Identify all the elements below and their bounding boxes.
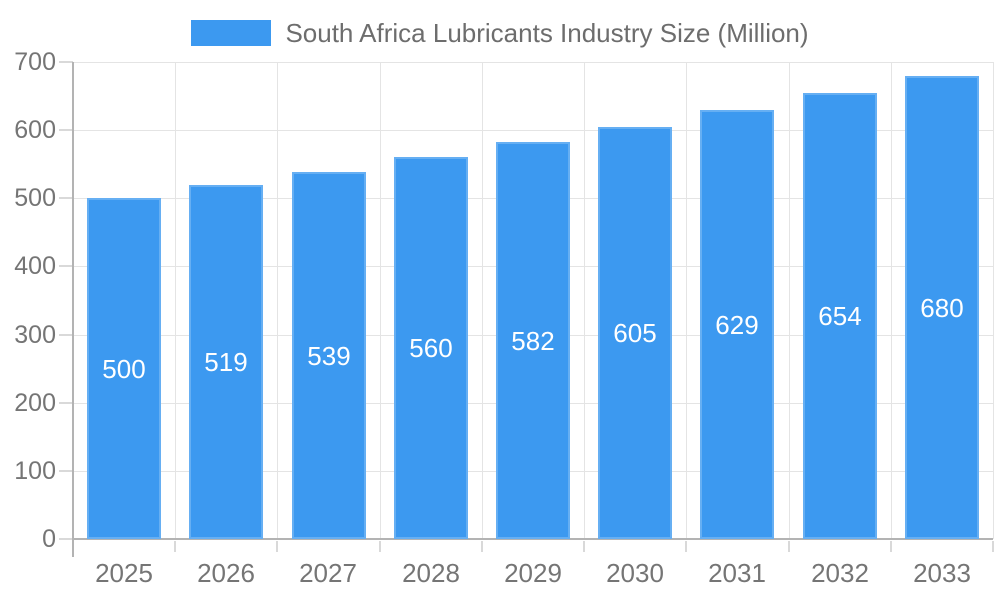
x-axis-tick [583, 541, 585, 552]
x-axis-label: 2027 [299, 558, 357, 588]
x-axis-tick [276, 541, 278, 552]
bar-2028[interactable] [394, 157, 468, 539]
x-axis-label: 2032 [811, 558, 869, 588]
bar-value-label: 519 [204, 347, 248, 377]
x-axis-line [72, 538, 993, 540]
y-axis-label: 200 [14, 389, 56, 417]
x-axis-tick [890, 541, 892, 552]
bar-2025[interactable] [87, 198, 161, 539]
legend-label: South Africa Lubricants Industry Size (M… [285, 17, 809, 48]
gridline-vertical [584, 62, 585, 539]
x-axis-label: 2030 [606, 558, 664, 588]
x-axis-label: 2033 [913, 558, 971, 588]
bar-value-label: 560 [409, 333, 453, 363]
y-axis-label: 300 [14, 321, 56, 349]
gridline-horizontal [73, 130, 993, 131]
x-axis-tick [992, 541, 994, 552]
x-axis-tick [788, 541, 790, 552]
bar-value-label: 500 [102, 354, 146, 384]
bar-value-label: 582 [511, 326, 555, 356]
bar-value-label: 605 [613, 318, 657, 348]
y-axis-label: 100 [14, 457, 56, 485]
y-axis-label: 700 [14, 48, 56, 76]
y-axis-tick [59, 470, 73, 472]
bar-2031[interactable] [700, 110, 774, 539]
y-axis-line [72, 62, 74, 557]
gridline-horizontal [73, 62, 993, 63]
x-axis-label: 2025 [95, 558, 153, 588]
x-axis-label: 2029 [504, 558, 562, 588]
gridline-vertical [277, 62, 278, 539]
bar-value-label: 629 [715, 310, 759, 340]
y-axis-tick [59, 334, 73, 336]
gridline-vertical [380, 62, 381, 539]
y-axis-label: 0 [42, 525, 56, 553]
bar-value-label: 539 [307, 341, 351, 371]
bar-2030[interactable] [598, 127, 672, 539]
bar-2029[interactable] [496, 142, 570, 539]
bar-2027[interactable] [292, 172, 366, 539]
gridline-vertical [993, 62, 994, 539]
legend-item[interactable]: South Africa Lubricants Industry Size (M… [0, 18, 1000, 48]
bar-value-label: 680 [920, 293, 964, 323]
y-axis-tick [59, 197, 73, 199]
y-axis-tick [59, 129, 73, 131]
gridline-vertical [789, 62, 790, 539]
gridline-vertical [175, 62, 176, 539]
x-axis-tick [174, 541, 176, 552]
y-axis-tick [59, 402, 73, 404]
x-axis-label: 2028 [402, 558, 460, 588]
gridline-vertical [891, 62, 892, 539]
bar-2033[interactable] [905, 76, 979, 539]
y-axis-tick [59, 61, 73, 63]
x-axis-label: 2026 [197, 558, 255, 588]
legend-swatch [191, 20, 272, 46]
bar-value-label: 654 [818, 301, 862, 331]
bar-2026[interactable] [189, 185, 263, 539]
x-axis-tick [685, 541, 687, 552]
y-axis-label: 600 [14, 116, 56, 144]
x-axis-tick [379, 541, 381, 552]
y-axis-label: 500 [14, 184, 56, 212]
gridline-vertical [686, 62, 687, 539]
y-axis-label: 400 [14, 252, 56, 280]
y-axis-tick [59, 538, 73, 540]
x-axis-tick [481, 541, 483, 552]
bar-2032[interactable] [803, 93, 877, 539]
gridline-vertical [482, 62, 483, 539]
y-axis-tick [59, 265, 73, 267]
x-axis-label: 2031 [708, 558, 766, 588]
